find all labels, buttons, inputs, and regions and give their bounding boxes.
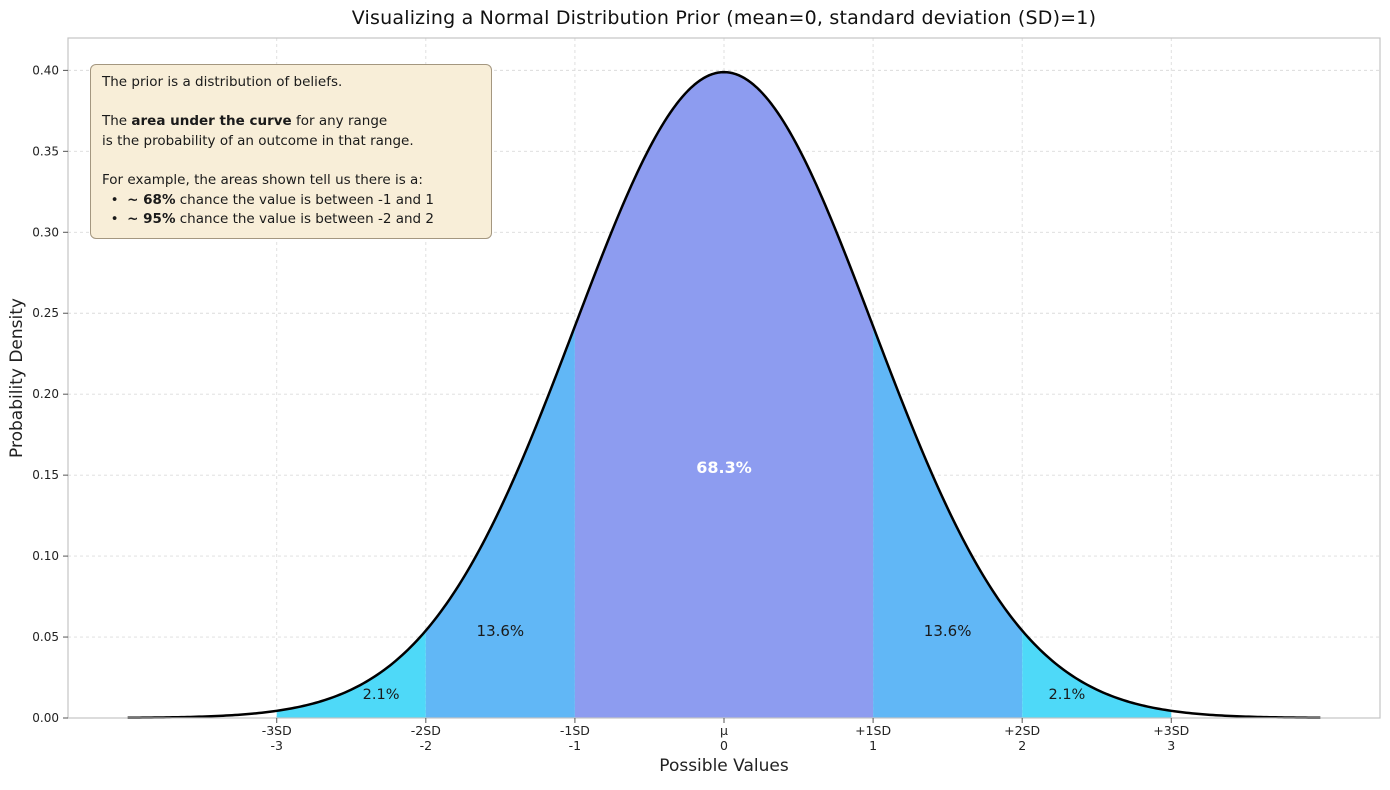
y-tick-label: 0.20 (32, 387, 59, 401)
y-tick-label: 0.05 (32, 630, 59, 644)
annotation-text: chance the value is between -1 and 1 (175, 191, 434, 208)
annotation-text-bold: area under the curve (131, 113, 292, 130)
x-tick-label-sd: -2SD (411, 723, 441, 738)
y-axis-label: Probability Density (7, 298, 27, 458)
annotation-text: The (102, 113, 132, 130)
annotation-text: • (102, 191, 128, 208)
annotation-text: chance the value is between -2 and 2 (175, 211, 434, 228)
x-tick-label-sd: +1SD (855, 723, 891, 738)
x-tick-label-sd: μ (720, 723, 728, 738)
x-tick-label-sd: -1SD (560, 723, 590, 738)
x-axis-label: Possible Values (659, 756, 789, 776)
y-tick-label: 0.30 (32, 225, 59, 239)
annotation-text: The prior is a distribution of beliefs. (102, 74, 343, 90)
annotation-text-bold: ~ 95% (127, 211, 176, 228)
region-percentage-label: 13.6% (477, 622, 525, 640)
annotation-text: For example, the areas shown tell us the… (102, 171, 423, 188)
annotation-line: • ~ 95% chance the value is between -2 a… (102, 210, 480, 230)
region-percentage-label: 2.1% (363, 687, 400, 703)
annotation-line (102, 151, 480, 171)
annotation-line: is the probability of an outcome in that… (102, 132, 480, 152)
region-percentage-label: 13.6% (924, 622, 972, 640)
y-tick-label: 0.25 (32, 306, 59, 320)
y-tick-label: 0.40 (32, 63, 59, 77)
annotation-line: The area under the curve for any range (102, 112, 480, 132)
annotation-box: The prior is a distribution of beliefs. T… (90, 64, 492, 239)
x-tick-label-value: 1 (869, 738, 877, 753)
chart-title: Visualizing a Normal Distribution Prior … (351, 7, 1097, 29)
x-tick-label-sd: -3SD (262, 723, 292, 738)
annotation-line (102, 93, 480, 113)
x-tick-label-sd: +2SD (1004, 723, 1040, 738)
annotation-line: • ~ 68% chance the value is between -1 a… (102, 191, 480, 211)
x-tick-label-value: -2 (420, 738, 432, 753)
region-percentage-label: 68.3% (696, 458, 752, 477)
y-tick-label: 0.35 (32, 144, 59, 158)
shaded-region (276, 630, 426, 718)
annotation-text: • (102, 211, 128, 228)
y-tick-label: 0.00 (32, 711, 59, 725)
region-percentage-label: 2.1% (1048, 687, 1085, 703)
annotation-text: for any range (291, 113, 388, 130)
x-tick-label-value: -3 (270, 738, 282, 753)
annotation-line: For example, the areas shown tell us the… (102, 171, 480, 191)
x-tick-label-sd: +3SD (1153, 723, 1189, 738)
normal-curve (127, 70, 1321, 720)
shaded-region (1022, 630, 1172, 718)
x-tick-label-value: 0 (720, 738, 728, 753)
x-tick-label-value: -1 (569, 738, 581, 753)
shaded-region (574, 72, 874, 719)
annotation-line: The prior is a distribution of beliefs. (102, 73, 480, 93)
x-tick-label-value: 2 (1018, 738, 1026, 753)
y-tick-label: 0.15 (32, 468, 59, 482)
annotation-text: is the probability of an outcome in that… (102, 132, 414, 149)
x-tick-label-value: 3 (1167, 738, 1175, 753)
y-tick-label: 0.10 (32, 549, 59, 563)
annotation-text-bold: ~ 68% (127, 191, 176, 208)
